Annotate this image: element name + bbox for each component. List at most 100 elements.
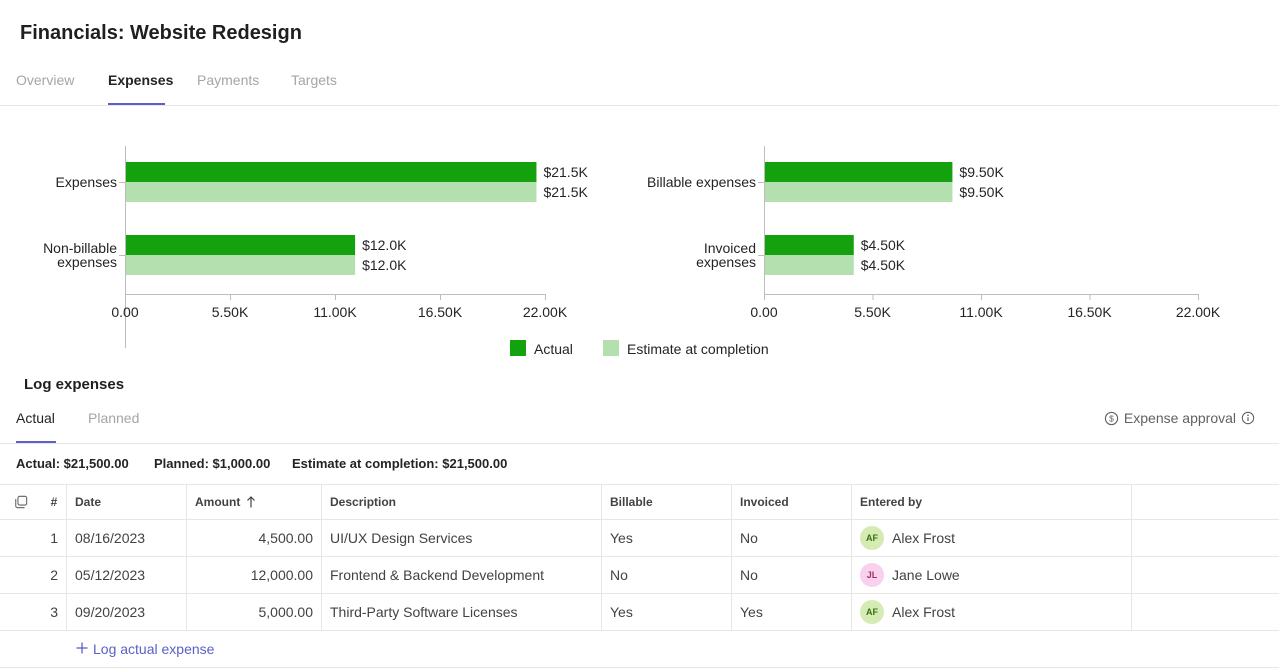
category-label: expenses xyxy=(696,254,756,270)
category-label: Non-billable xyxy=(43,240,117,256)
cell-billable[interactable]: Yes xyxy=(602,594,732,630)
cell-entered-by[interactable]: AF Alex Frost xyxy=(852,520,1132,556)
tab-payments[interactable]: Payments xyxy=(197,72,260,88)
bar-value-label: $9.50K xyxy=(959,184,1004,200)
table-row[interactable]: 3 09/20/2023 5,000.00 Third-Party Software … xyxy=(0,594,1279,631)
log-expenses-title: Log expenses xyxy=(24,376,125,393)
tab-expenses[interactable]: Expenses xyxy=(108,72,174,88)
col-header-description[interactable]: Description xyxy=(322,485,602,519)
bar-actual xyxy=(765,235,854,255)
col-header-date[interactable]: Date xyxy=(67,485,187,519)
x-tick-label: 5.50K xyxy=(212,304,249,320)
row-select-cell[interactable] xyxy=(0,520,42,556)
log-tab-active-indicator xyxy=(16,441,56,443)
cell-number[interactable]: 1 xyxy=(42,520,67,556)
cell-invoiced[interactable]: No xyxy=(732,557,852,593)
bar-actual xyxy=(126,235,356,255)
category-label: expenses xyxy=(57,254,117,270)
cell-description[interactable]: Third-Party Software Licenses xyxy=(322,594,602,630)
cell-billable[interactable]: No xyxy=(602,557,732,593)
cell-number[interactable]: 2 xyxy=(42,557,67,593)
row-select-cell[interactable] xyxy=(0,594,42,630)
x-tick-label: 22.00K xyxy=(523,304,568,320)
cell-date[interactable]: 09/20/2023 xyxy=(67,594,187,630)
cell-description[interactable]: Frontend & Backend Development xyxy=(322,557,602,593)
bar-estimate xyxy=(765,255,854,275)
expenses-bar-chart: 0.00 5.50K 11.00K 16.50K 22.00K Expenses $21.5… xyxy=(43,146,588,348)
info-icon[interactable] xyxy=(1241,411,1255,425)
bar-actual xyxy=(126,162,537,182)
cell-number[interactable]: 3 xyxy=(42,594,67,630)
avatar: AF xyxy=(860,600,884,624)
top-tabs: Overview Expenses Payments Targets xyxy=(0,62,1279,106)
x-tick-label: 11.00K xyxy=(959,304,1003,320)
table-row[interactable]: 1 08/16/2023 4,500.00 UI/UX Design Services… xyxy=(0,520,1279,557)
add-expense-row: Log actual expense xyxy=(0,632,1279,668)
bar-value-label: $12.0K xyxy=(362,237,407,253)
cell-entered-by[interactable]: AF Alex Frost xyxy=(852,594,1132,630)
billable-bar-chart: 0.00 5.50K 11.00K 16.50K 22.00K Billable expe… xyxy=(647,146,1221,320)
plus-icon xyxy=(76,641,88,657)
x-tick-label: 5.50K xyxy=(854,304,891,320)
legend-label-actual: Actual xyxy=(534,341,573,357)
tab-targets[interactable]: Targets xyxy=(291,72,337,88)
cell-amount[interactable]: 4,500.00 xyxy=(187,520,322,556)
cell-billable[interactable]: Yes xyxy=(602,520,732,556)
grid-body: 1 08/16/2023 4,500.00 UI/UX Design Services… xyxy=(0,520,1279,631)
sort-ascending-icon xyxy=(246,496,256,508)
col-header-amount[interactable]: Amount xyxy=(187,485,322,519)
cell-invoiced[interactable]: Yes xyxy=(732,594,852,630)
category-label: Invoiced xyxy=(704,240,756,256)
cell-description[interactable]: UI/UX Design Services xyxy=(322,520,602,556)
x-tick-label: 16.50K xyxy=(1067,304,1112,320)
tab-overview[interactable]: Overview xyxy=(16,72,75,88)
total-actual: Actual: $21,500.00 xyxy=(16,456,129,471)
bar-estimate xyxy=(126,182,537,202)
log-tabs: Actual Planned $ Expense approval xyxy=(0,398,1279,444)
tab-planned[interactable]: Planned xyxy=(88,410,140,426)
bar-value-label: $4.50K xyxy=(861,257,906,273)
row-select-cell[interactable] xyxy=(0,557,42,593)
bar-actual xyxy=(765,162,953,182)
avatar: AF xyxy=(860,526,884,550)
grid-header-row: # Date Amount Description Billable Invoi… xyxy=(0,484,1279,520)
bar-estimate xyxy=(126,255,356,275)
x-tick-label: 22.00K xyxy=(1176,304,1221,320)
page-title: Financials: Website Redesign xyxy=(20,22,302,44)
svg-text:$: $ xyxy=(1109,413,1114,423)
expense-approval-label: Expense approval xyxy=(1123,410,1236,426)
x-tick-label: 11.00K xyxy=(313,304,357,320)
legend-swatch-actual xyxy=(510,340,526,356)
bar-estimate xyxy=(765,182,953,202)
avatar: JL xyxy=(860,563,884,587)
tab-actual[interactable]: Actual xyxy=(16,410,55,426)
select-all-icon[interactable] xyxy=(0,485,42,519)
total-estimate: Estimate at completion: $21,500.00 xyxy=(292,456,508,471)
entered-by-name: Alex Frost xyxy=(892,604,956,620)
tab-active-indicator xyxy=(108,103,165,105)
table-row[interactable]: 2 05/12/2023 12,000.00 Frontend & Backend D… xyxy=(0,557,1279,594)
cell-date[interactable]: 05/12/2023 xyxy=(67,557,187,593)
x-tick-label: 0.00 xyxy=(111,304,138,320)
bar-value-label: $4.50K xyxy=(861,237,906,253)
col-header-invoiced[interactable]: Invoiced xyxy=(732,485,852,519)
cell-invoiced[interactable]: No xyxy=(732,520,852,556)
category-label: Expenses xyxy=(56,174,117,190)
bar-value-label: $12.0K xyxy=(362,257,407,273)
legend-label-estimate: Estimate at completion xyxy=(627,341,769,357)
cell-date[interactable]: 08/16/2023 xyxy=(67,520,187,556)
bar-value-label: $21.5K xyxy=(543,184,588,200)
cell-amount[interactable]: 12,000.00 xyxy=(187,557,322,593)
entered-by-name: Jane Lowe xyxy=(892,567,960,583)
expense-approval-button[interactable]: $ Expense approval xyxy=(1104,410,1255,426)
log-actual-expense-button[interactable]: Log actual expense xyxy=(76,641,214,657)
cell-amount[interactable]: 5,000.00 xyxy=(187,594,322,630)
log-actual-expense-label: Log actual expense xyxy=(93,641,215,657)
cell-entered-by[interactable]: JL Jane Lowe xyxy=(852,557,1132,593)
expenses-grid: # Date Amount Description Billable Invoi… xyxy=(0,484,1279,631)
legend-swatch-estimate xyxy=(603,340,619,356)
total-planned: Planned: $1,000.00 xyxy=(154,456,271,471)
col-header-billable[interactable]: Billable xyxy=(602,485,732,519)
col-header-number: # xyxy=(42,485,67,519)
col-header-entered-by[interactable]: Entered by xyxy=(852,485,1132,519)
